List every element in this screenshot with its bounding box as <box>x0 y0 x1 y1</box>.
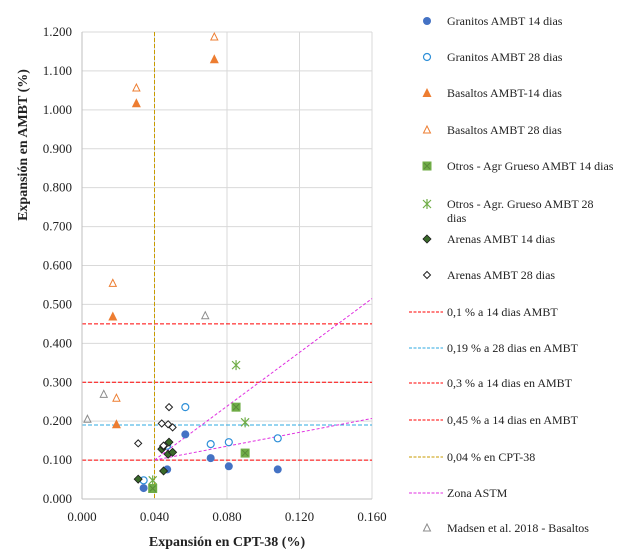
legend-label: Basaltos AMBT-14 dias <box>447 86 562 100</box>
legend-marker <box>422 199 432 209</box>
data-point <box>148 475 158 486</box>
legend-label: Arenas AMBT 28 dias <box>447 268 555 282</box>
data-point <box>108 278 118 287</box>
legend-label: Madsen et al. 2018 - Basaltos <box>447 521 589 535</box>
x-tick-label: 0.040 <box>140 509 169 524</box>
legend-marker <box>422 52 432 62</box>
axes: 0.000 0.100 0.200 0.300 0.400 0.500 0.600 0.700… <box>43 24 387 524</box>
data-point <box>164 402 174 412</box>
data-point <box>206 440 215 449</box>
y-tick-label: 1.200 <box>43 24 72 39</box>
legend-label: Granitos AMBT 28 dias <box>447 50 563 64</box>
data-point <box>273 465 282 474</box>
data-point <box>159 441 168 450</box>
legend-label: Basaltos AMBT 28 dias <box>447 123 562 137</box>
x-tick-label: 0.160 <box>357 509 386 524</box>
legend-marker <box>422 88 432 97</box>
y-tick-label: 0.100 <box>43 452 72 467</box>
data-point <box>158 466 169 476</box>
legend-marker <box>422 234 432 244</box>
data-point <box>168 423 177 432</box>
data-point <box>157 419 166 428</box>
data-point <box>111 419 121 429</box>
legend-label: 0,04 % en CPT-38 <box>447 450 535 464</box>
legend-label-line: Otros - Agr. Grueso AMBT 28 <box>447 197 593 211</box>
legend-label: 0,45 % a 14 dias en AMBT <box>447 413 579 427</box>
y-tick-label: 1.000 <box>43 102 72 117</box>
x-tick-label: 0.080 <box>212 509 241 524</box>
legend-label-line: dias <box>447 211 467 225</box>
y-tick-label: 0.800 <box>43 180 72 195</box>
grid-lines <box>81 31 373 500</box>
legend: Granitos AMBT 14 dias Granitos AMBT 28 di… <box>409 14 614 535</box>
legend-label: Arenas AMBT 14 dias <box>447 232 555 246</box>
data-point <box>132 82 141 92</box>
x-tick-label: 0.000 <box>67 509 96 524</box>
y-tick-label: 0.400 <box>43 335 72 350</box>
data-point <box>168 447 178 457</box>
data-points <box>83 31 282 493</box>
legend-label: Granitos AMBT 14 dias <box>447 14 563 28</box>
y-tick-label: 0.600 <box>43 258 72 273</box>
legend-marker-cross <box>423 162 431 170</box>
legend-label: 0,1 % a 14 dias AMBT <box>447 305 558 319</box>
data-point <box>181 403 190 412</box>
legend-label: Otros - Agr Grueso AMBT 14 dias <box>447 159 614 173</box>
data-point <box>224 462 233 471</box>
y-tick-label: 0.700 <box>43 219 72 234</box>
data-point <box>83 414 92 423</box>
legend-label: 0,19 % a 28 dias en AMBT <box>447 341 579 355</box>
data-point <box>139 484 148 493</box>
data-point <box>231 360 241 371</box>
legend-marker <box>423 17 431 25</box>
data-point-cross <box>149 485 157 492</box>
data-point <box>273 434 282 443</box>
data-point <box>108 311 118 321</box>
data-point <box>131 98 141 108</box>
legend-marker <box>422 522 432 532</box>
legend-marker <box>422 124 432 134</box>
data-point <box>133 439 143 448</box>
legend-marker <box>422 270 432 280</box>
data-point-cross <box>241 449 249 457</box>
y-tick-label: 0.500 <box>43 296 72 311</box>
y-tick-label: 0.000 <box>43 491 72 506</box>
data-point <box>210 31 219 41</box>
data-point <box>200 310 210 320</box>
data-point <box>164 437 174 447</box>
y-tick-label: 0.900 <box>43 141 72 156</box>
y-axis-title: Expansión en AMBT (%) <box>16 69 31 221</box>
x-axis-title: Expansión en CPT-38 (%) <box>149 535 306 550</box>
astm-zone-line <box>154 298 373 461</box>
data-point <box>181 430 190 439</box>
legend-label: Otros - Agr. Grueso AMBT 28 dias <box>447 197 593 225</box>
data-point <box>133 474 143 484</box>
legend-label: 0,3 % a 14 dias en AMBT <box>447 376 573 390</box>
reference-lines <box>82 32 373 499</box>
data-point <box>112 393 121 402</box>
astm-zone-line <box>154 417 373 461</box>
y-tick-label: 0.200 <box>43 413 72 428</box>
y-tick-label: 0.300 <box>43 374 72 389</box>
legend-label: Zona ASTM <box>447 486 508 500</box>
data-point <box>224 438 233 447</box>
data-point <box>209 54 219 64</box>
data-point-cross <box>232 403 240 411</box>
data-point <box>206 454 215 463</box>
data-point <box>99 389 109 398</box>
x-tick-label: 0.120 <box>285 509 314 524</box>
y-tick-label: 1.100 <box>43 63 72 78</box>
data-point <box>240 417 250 428</box>
